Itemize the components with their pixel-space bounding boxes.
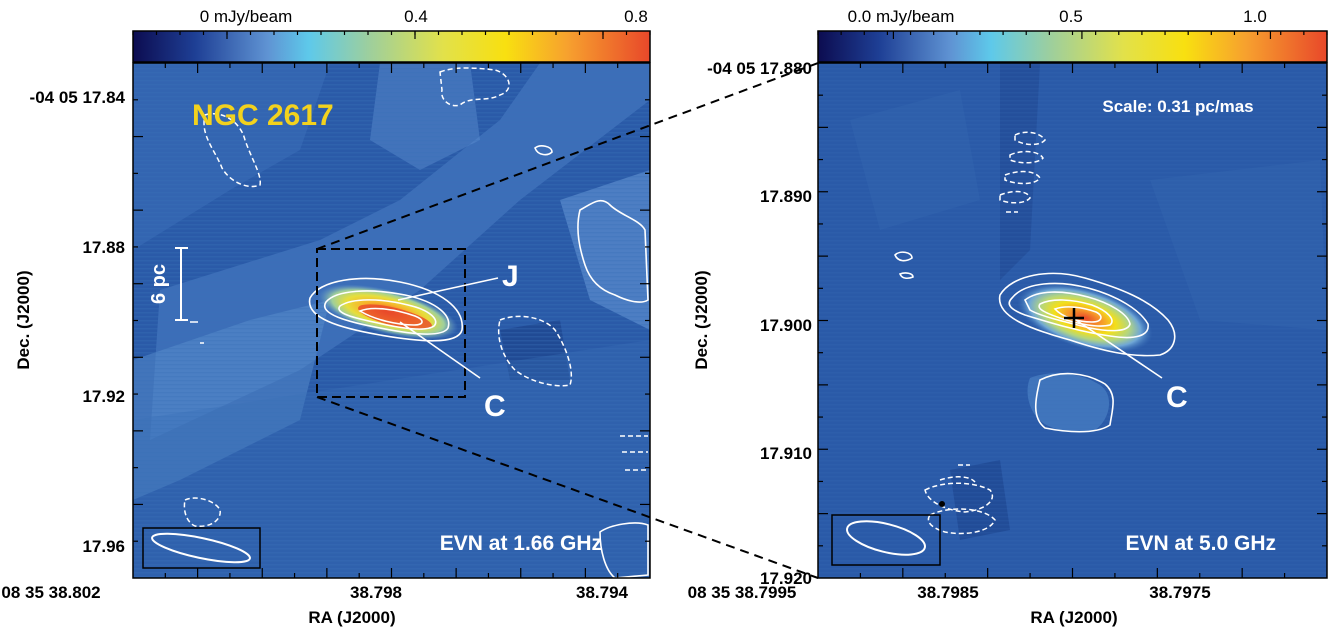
pointer-C-left (399, 321, 481, 379)
right-beam-ellipse (846, 520, 926, 556)
left-colorbar-tick-label-0: 0 mJy/beam (200, 7, 293, 26)
left-xtick-1: 38.798 (350, 583, 402, 602)
component-label-C-left: C (484, 390, 506, 423)
right-annotation: EVN at 5.0 GHz (1125, 532, 1276, 555)
left-colorbar (132, 30, 651, 63)
pointer-J (397, 277, 499, 301)
right-ytick-0: -04 05 17.880 (707, 59, 812, 78)
right-panel: 0.0 mJy/beam 0.5 1.0 (688, 7, 1328, 627)
left-ytick-0: -04 05 17.84 (30, 88, 126, 107)
pointer-C-right (1075, 319, 1163, 379)
left-annotation: EVN at 1.66 GHz (440, 532, 602, 555)
right-colorbar-tick-label-2: 1.0 (1243, 7, 1267, 26)
left-ytick-2: 17.92 (82, 387, 125, 406)
left-xtick-0: 08 35 38.802 (1, 583, 100, 602)
core-position-marker (1064, 308, 1084, 328)
left-colorbar-ticks (132, 31, 651, 39)
right-ylabel: Dec. (J2000) (692, 270, 711, 369)
right-xtick-0: 08 35 38.7995 (688, 583, 797, 602)
right-beam-box (831, 514, 941, 566)
left-colorbar-tick-label-2: 0.8 (624, 7, 648, 26)
right-colorbar-tick-label-0: 0.0 mJy/beam (848, 7, 955, 26)
scale-bar (175, 247, 188, 321)
component-label-J: J (502, 260, 519, 293)
left-ytick-3: 17.96 (82, 537, 125, 556)
right-colorbar (817, 30, 1328, 63)
left-beam-box (142, 527, 261, 569)
right-axis-ticks (818, 63, 1327, 578)
scale-bar-label: 6 pc (148, 264, 170, 304)
zoom-box (316, 248, 466, 398)
right-xlabel: RA (J2000) (1030, 608, 1117, 627)
right-xtick-2: 38.7975 (1149, 583, 1210, 602)
left-ylabel: Dec. (J2000) (14, 270, 33, 369)
right-ytick-1: 17.890 (760, 187, 812, 206)
right-colorbar-ticks (817, 31, 1328, 39)
right-ytick-3: 17.910 (760, 444, 812, 463)
left-ytick-1: 17.88 (82, 238, 125, 257)
right-ytick-2: 17.900 (760, 316, 812, 335)
left-beam-ellipse (151, 532, 251, 564)
zoom-connector-bottom (316, 396, 819, 579)
component-label-C-right: C (1166, 381, 1188, 414)
left-panel: 0 mJy/beam 0.4 0.8 (1, 7, 651, 627)
left-xlabel: RA (J2000) (308, 608, 395, 627)
right-colorbar-tick-label-1: 0.5 (1059, 7, 1083, 26)
scale-text: Scale: 0.31 pc/mas (1102, 97, 1253, 116)
right-map (818, 63, 1327, 578)
right-xtick-1: 38.7985 (917, 583, 978, 602)
left-map (133, 63, 650, 578)
left-xtick-2: 38.794 (576, 583, 629, 602)
source-name: NGC 2617 (192, 99, 334, 132)
right-ytick-4: 17.920 (760, 569, 812, 588)
left-axis-ticks (133, 63, 650, 578)
left-colorbar-tick-label-1: 0.4 (404, 7, 428, 26)
